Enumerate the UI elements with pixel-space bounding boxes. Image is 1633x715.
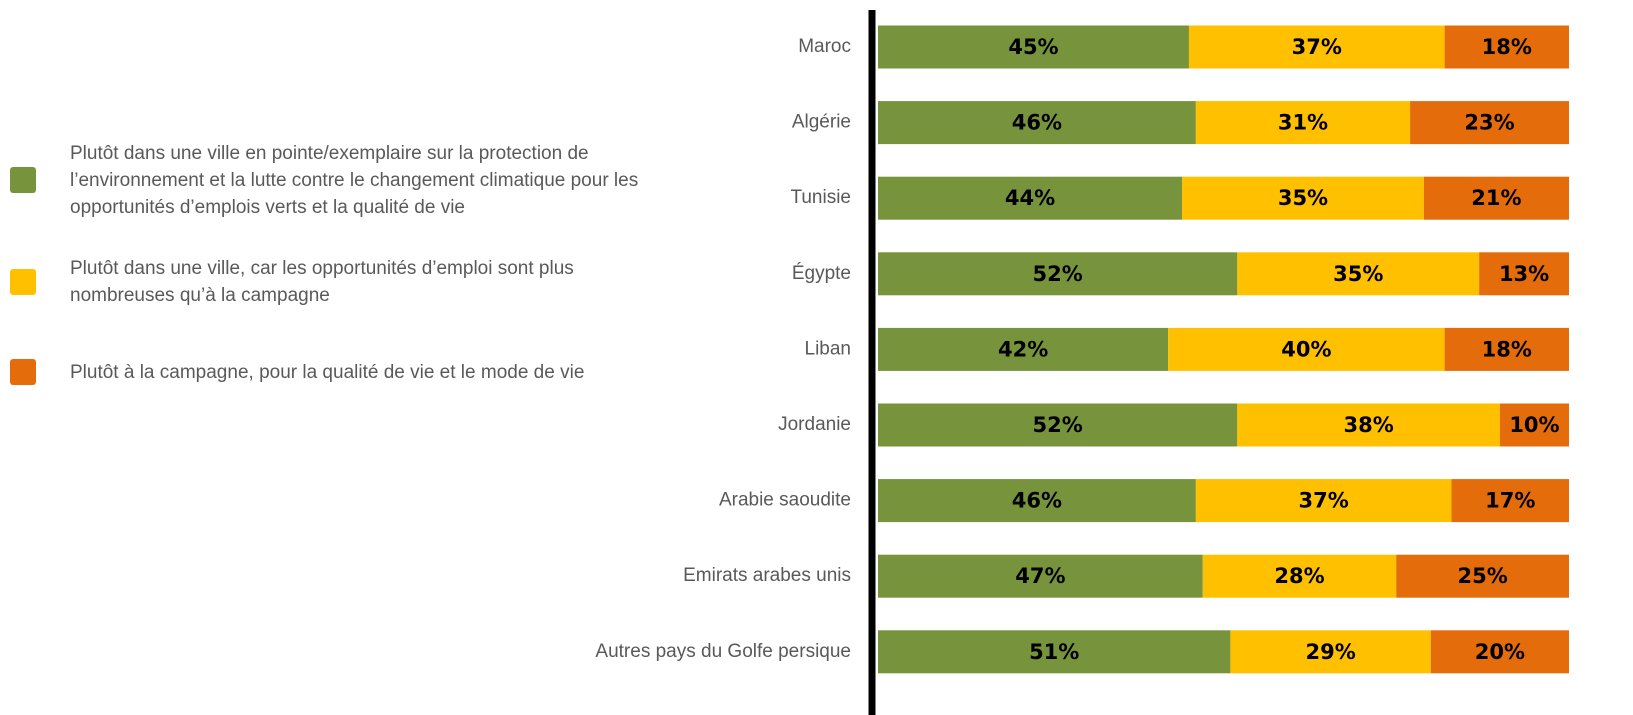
data-label: 28% <box>1274 564 1324 588</box>
category-label: Égypte <box>792 263 851 284</box>
bar-segment <box>1195 101 1411 145</box>
bar-segment <box>1499 403 1569 447</box>
bar-segment <box>878 630 1231 674</box>
legend-item: Plutôt dans une ville en pointe/exemplai… <box>10 140 670 221</box>
bar-segment <box>1410 101 1569 145</box>
bar-segment <box>1195 479 1452 523</box>
bar-segment <box>878 176 1183 220</box>
bar-segment <box>1423 176 1569 220</box>
bar-segment <box>1444 327 1569 371</box>
category-label: Liban <box>805 338 852 359</box>
legend-label: Plutôt dans une ville, car les opportuni… <box>70 258 574 306</box>
bar-segment <box>1237 403 1500 447</box>
bar-segment <box>878 101 1196 145</box>
data-label: 31% <box>1278 111 1328 135</box>
data-label: 35% <box>1278 186 1328 210</box>
data-label: 18% <box>1482 35 1532 59</box>
category-label: Algérie <box>792 112 851 133</box>
data-label: 40% <box>1281 337 1331 361</box>
data-label: 20% <box>1475 640 1525 664</box>
data-label: 18% <box>1482 337 1532 361</box>
category-label: Tunisie <box>790 187 851 208</box>
data-label: 46% <box>1012 111 1062 135</box>
data-label: 37% <box>1299 489 1349 513</box>
data-label: 52% <box>1033 413 1083 437</box>
category-label: Emirats arabes unis <box>683 565 851 586</box>
data-label: 38% <box>1343 413 1393 437</box>
data-label: 52% <box>1033 262 1083 286</box>
bar-segment <box>1479 252 1569 296</box>
bar-segment <box>878 554 1203 598</box>
data-label: 46% <box>1012 489 1062 513</box>
category-label: Autres pays du Golfe persique <box>595 641 851 662</box>
bar-segment <box>878 479 1196 523</box>
bar-segment <box>878 25 1189 69</box>
bar-segment <box>1451 479 1569 523</box>
bar-segment <box>878 252 1238 296</box>
bar-segment <box>1230 630 1431 674</box>
data-label: 21% <box>1471 186 1521 210</box>
data-label: 44% <box>1005 186 1055 210</box>
legend-swatch <box>10 167 36 193</box>
category-label: Maroc <box>798 36 851 57</box>
category-label: Jordanie <box>778 414 851 435</box>
data-label: 45% <box>1008 35 1058 59</box>
bar-segment <box>1444 25 1569 69</box>
bar-segment <box>1168 327 1445 371</box>
data-label: 35% <box>1333 262 1383 286</box>
bar-segment <box>1430 630 1569 674</box>
legend-swatch <box>10 269 36 295</box>
legend-label: Plutôt dans une ville en pointe/exemplai… <box>70 142 639 218</box>
data-label: 13% <box>1499 262 1549 286</box>
data-label: 25% <box>1457 564 1507 588</box>
data-label: 29% <box>1305 640 1355 664</box>
data-label: 17% <box>1485 489 1535 513</box>
data-label: 42% <box>998 337 1048 361</box>
category-label: Arabie saoudite <box>719 490 851 511</box>
legend-item: Plutôt à la campagne, pour la qualité de… <box>10 359 670 386</box>
data-label: 37% <box>1292 35 1342 59</box>
bar-segment <box>1182 176 1424 220</box>
bar-segment <box>1396 554 1569 598</box>
data-label: 51% <box>1029 640 1079 664</box>
legend-item: Plutôt dans une ville, car les opportuni… <box>10 255 670 309</box>
data-label: 47% <box>1015 564 1065 588</box>
data-label: 10% <box>1509 413 1559 437</box>
data-label: 23% <box>1464 111 1514 135</box>
bar-segment <box>1237 252 1480 296</box>
bar-segment <box>1202 554 1397 598</box>
legend-swatch <box>10 359 36 385</box>
bar-segment <box>1188 25 1445 69</box>
bar-segment <box>878 403 1238 447</box>
legend-label: Plutôt à la campagne, pour la qualité de… <box>70 361 585 383</box>
bar-segment <box>878 327 1169 371</box>
